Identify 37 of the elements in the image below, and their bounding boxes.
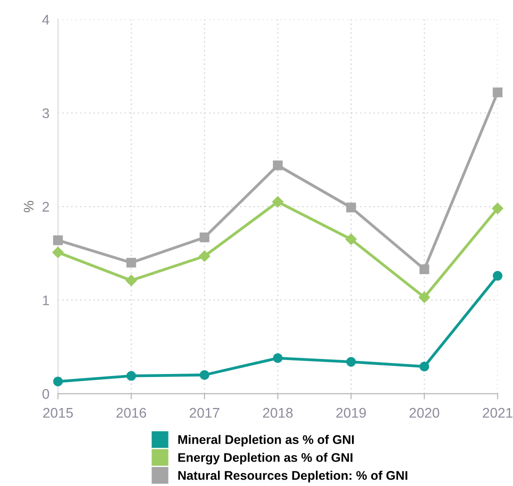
y-tick-label: 0 bbox=[42, 388, 50, 399]
point bbox=[272, 353, 283, 363]
point bbox=[52, 246, 64, 258]
y-tick-label: 1 bbox=[42, 296, 49, 306]
point bbox=[126, 274, 137, 286]
point bbox=[53, 235, 63, 246]
point bbox=[346, 356, 356, 367]
point bbox=[418, 292, 430, 303]
legend-label: Natural Resources Depletion: % of GNI bbox=[178, 470, 408, 482]
point bbox=[492, 270, 502, 281]
x-tick-label: 2020 bbox=[410, 408, 440, 418]
point bbox=[492, 202, 504, 214]
point bbox=[272, 196, 284, 208]
point bbox=[200, 370, 210, 380]
x-tick-label: 2021 bbox=[482, 408, 512, 418]
y-tick-label: 2 bbox=[42, 202, 49, 212]
point bbox=[126, 371, 136, 381]
point bbox=[419, 362, 430, 372]
x-tick-label: 2018 bbox=[263, 408, 293, 418]
point bbox=[346, 202, 356, 212]
point bbox=[419, 264, 430, 274]
x-tick-label: 2016 bbox=[116, 408, 146, 418]
point bbox=[345, 234, 357, 245]
point bbox=[198, 250, 210, 262]
x-tick-label: 2019 bbox=[336, 408, 366, 418]
legend-label: Mineral Depletion as % of GNI bbox=[178, 434, 354, 446]
point bbox=[492, 88, 502, 98]
y-axis-title: % bbox=[24, 200, 34, 212]
point bbox=[200, 232, 210, 242]
y-tick-label: 3 bbox=[42, 108, 50, 118]
x-tick-label: 2017 bbox=[190, 408, 220, 418]
x-tick-label: 2015 bbox=[43, 408, 73, 418]
point bbox=[126, 258, 136, 268]
point bbox=[53, 376, 63, 386]
legend-label: Energy Depletion as % of GNI bbox=[178, 452, 352, 464]
point bbox=[272, 160, 283, 170]
y-tick-label: 4 bbox=[42, 14, 50, 24]
